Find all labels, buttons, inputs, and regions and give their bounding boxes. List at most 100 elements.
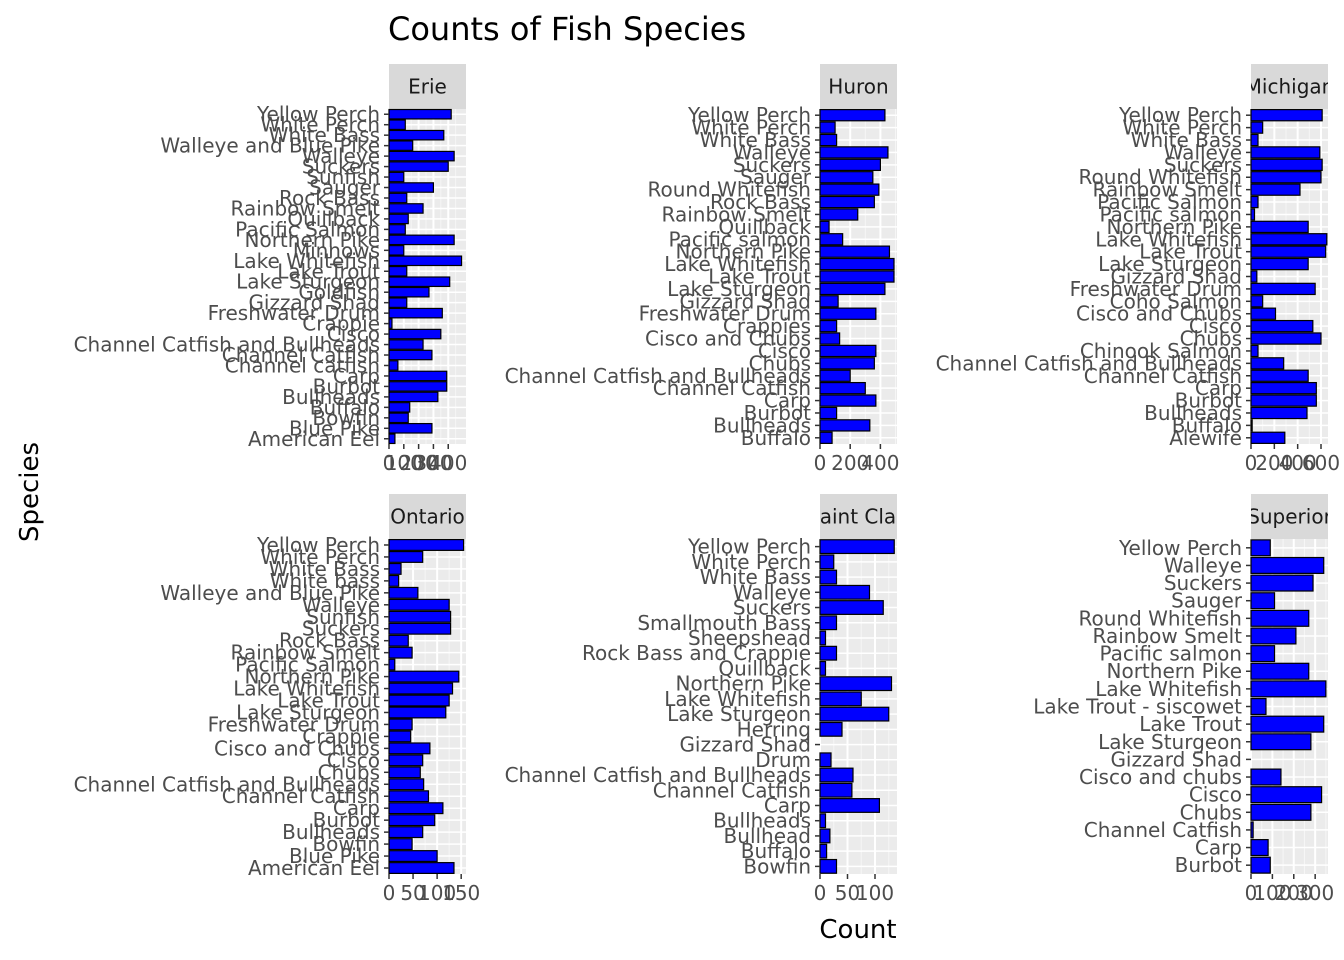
y-tick-label: Gizzard Shad [1110,265,1242,289]
strip-label-ontario: Ontario [390,505,465,529]
y-tick-label: White Bass [1131,128,1242,152]
bar-erie-lake-trout [388,265,408,277]
bar-michigan-cisco [1250,319,1314,333]
y-tick-label: Buffalo [1172,413,1242,437]
bar-superior-cisco-and-chubs [1250,768,1282,786]
y-tick-label: Round Whitefish [648,178,812,202]
bar-superior-walleye [1250,556,1325,574]
x-tick-label: 400 [429,451,467,475]
bar-huron-pacific-salmon [819,233,844,246]
y-tick-label: Walleye and Blue Pike [160,581,380,605]
y-tick-label: Channel Catfish and Bullheads [936,351,1242,375]
y-tick-label: Walleye [733,140,811,164]
y-tick-label: White Bass [700,128,811,152]
bar-erie-walleye-and-blue-pike [388,140,414,151]
bar-huron-buffalo [819,431,833,444]
x-tick-label: 100 [385,451,423,475]
strip-label-superior: Superior [1247,505,1332,529]
bar-erie-channel-catfish [388,360,399,371]
x-tick-label: 0 [814,451,827,475]
bar-michigan-walleye [1250,146,1321,159]
y-tick-label: Quillback [718,656,811,680]
bar-superior-carp [1250,839,1269,857]
y-tick-label: Carp [1195,376,1242,400]
y-tick-label: Blue Pike [289,844,380,868]
y-tick-label: Carp [1195,836,1242,860]
strip-label-huron: Huron [828,75,888,99]
x-tick-label: 100 [418,881,456,905]
bar-michigan-channel-catfish-and-bullheads [1250,357,1285,370]
y-tick-label: Pacific Salmon [1097,190,1242,214]
y-tick-label: Crappies [723,314,811,338]
y-tick-label: Bullheads [713,413,811,437]
y-tick-label: Coho Salmon [1110,289,1242,313]
y-tick-label: Bowfin [312,832,380,856]
y-tick-label: Goldfish [298,280,380,304]
y-tick-label: Burbot [313,374,381,398]
bar-michigan-channel-catfish [1250,369,1309,382]
y-tick-label: Sunfish [306,605,380,629]
y-tick-label: Walleye [1164,553,1242,577]
bar-ontario-walleye-and-blue-pike [388,586,419,599]
bar-saint-clair-sheepshead [819,630,827,646]
bar-ontario-freshwater-drum [388,718,413,731]
y-tick-label: Lake Trout [708,265,811,289]
bar-michigan-bullheads [1250,406,1308,420]
y-tick-label: Yellow Perch [1118,103,1242,127]
bar-erie-bowfin [388,412,409,424]
bar-erie-white-bass [388,129,445,141]
y-tick-label: Lake Sturgeon [236,700,380,724]
bar-erie-northern-pike [388,234,455,246]
bar-ontario-suckers [388,622,452,635]
bar-erie-rock-bass [388,192,408,204]
y-tick-label: Rainbow Smelt [231,641,381,665]
y-tick-label: Gizzard Shad [248,291,380,315]
y-tick-label: White Bass [700,565,811,589]
y-tick-label: Bullheads [713,809,811,833]
y-tick-label: Rock Bass and Crappie [582,641,811,665]
y-tick-label: White Bass [269,557,380,581]
bar-michigan-buffalo [1250,419,1253,432]
y-tick-label: Lake Sturgeon [667,702,811,726]
y-tick-label: White Perch [691,550,811,574]
bar-huron-crappies [819,319,838,333]
x-tick-label: 0 [1245,451,1258,475]
bar-erie-rainbow-smelt [388,203,424,214]
bar-michigan-alewife [1250,431,1286,444]
y-tick-label: Channel Catfish [222,343,380,367]
bar-erie-crappie [388,318,393,329]
bar-superior-suckers [1250,574,1314,592]
bar-erie-channel-catfish [388,349,433,361]
y-tick-label: White Perch [260,113,380,137]
bar-erie-quillback [388,213,409,225]
bar-erie-yellow-perch [388,108,452,120]
y-tick-label: Gizzard Shad [679,733,811,757]
x-tick-label: 200 [1275,881,1313,905]
y-tick-label: Bullhead [724,824,811,848]
y-tick-label: Pacific salmon [1099,202,1242,226]
y-tick-label: Lake Sturgeon [1098,730,1242,754]
bar-ontario-sunfish [388,610,452,623]
x-tick-label: 0 [383,881,396,905]
y-tick-label: Walleye [1164,140,1242,164]
x-tick-label: 50 [835,881,860,905]
y-tick-label: American Eel [248,856,380,880]
y-tick-label: Channel Catfish and Bullheads [505,763,811,787]
y-tick-label: Lake Trout - siscowet [1033,695,1242,719]
bar-michigan-rainbow-smelt [1250,183,1301,196]
bar-huron-suckers [819,158,881,172]
y-tick-label: Carp [764,389,811,413]
y-tick-label: Suckers [302,155,380,179]
y-tick-label: Quillback [718,215,811,239]
y-tick-label: Walleye and Blue Pike [160,134,380,158]
y-tick-label: Bullheads [1144,401,1242,425]
bar-michigan-pacific-salmon [1250,208,1256,221]
y-tick-label: Carp [333,364,380,388]
y-tick-label: Freshwater Drum [639,302,811,326]
x-tick-label: 200 [1255,451,1293,475]
y-tick-label: Rock Bass [710,190,811,214]
strip-background [1251,494,1328,539]
bar-huron-rainbow-smelt [819,208,859,221]
y-tick-label: Herring [737,717,811,741]
